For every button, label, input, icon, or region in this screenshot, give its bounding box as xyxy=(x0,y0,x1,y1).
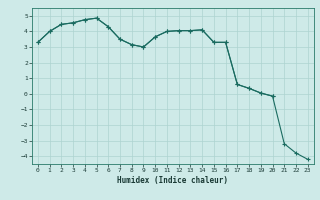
X-axis label: Humidex (Indice chaleur): Humidex (Indice chaleur) xyxy=(117,176,228,185)
